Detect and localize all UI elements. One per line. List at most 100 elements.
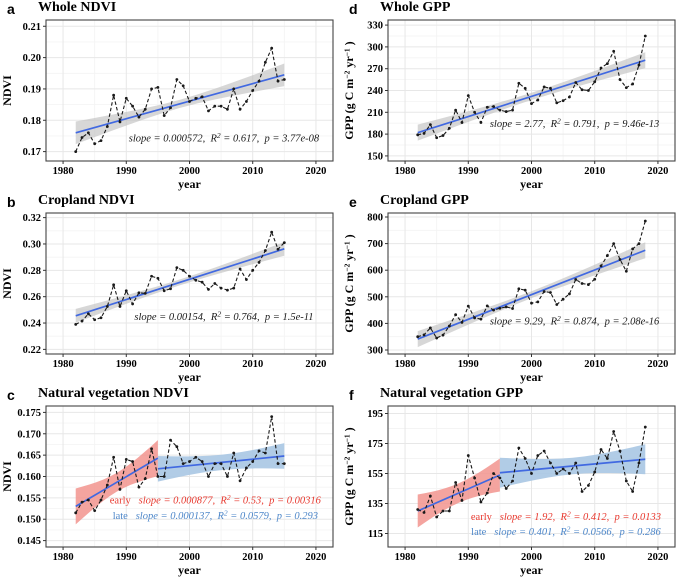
- panel-whole-gpp: d Whole GPP 1980 1990 2000 2010 2020 150 180 21…: [342, 0, 685, 193]
- svg-text:late slope = 0.401, R2 = 0.: late slope = 0.401, R2 = 0.0566, p = 0.2…: [471, 525, 661, 539]
- svg-text:115: 115: [368, 529, 383, 540]
- svg-text:year: year: [178, 177, 201, 191]
- svg-text:year: year: [520, 177, 543, 191]
- svg-text:0.18: 0.18: [23, 116, 41, 127]
- svg-text:2000: 2000: [521, 166, 542, 177]
- svg-text:slope = 9.29, R2 = 0.874, p: slope = 9.29, R2 = 0.874, p = 2.08e-16: [490, 314, 660, 328]
- svg-text:2020: 2020: [647, 359, 668, 370]
- svg-text:150: 150: [367, 151, 383, 162]
- natural-vegetation-gpp-chart: 1980 1990 2000 2010 2020 115 135 155 175 195 year G…: [342, 405, 676, 577]
- panel-letter: a: [7, 1, 15, 17]
- svg-text:1990: 1990: [458, 359, 479, 370]
- svg-text:slope = 0.00154, R2 = 0.764,: slope = 0.00154, R2 = 0.764, p = 1.5e-11: [134, 310, 313, 324]
- svg-text:0.150: 0.150: [17, 515, 41, 526]
- whole-ndvi-chart: 1980 1990 2000 2010 2020 0.17 0.18 0.19 0.20 0.21…: [0, 19, 334, 191]
- svg-text:1990: 1990: [116, 166, 137, 177]
- svg-text:0.21: 0.21: [23, 22, 41, 33]
- svg-text:330: 330: [367, 21, 383, 32]
- svg-text:1980: 1980: [53, 359, 74, 370]
- cropland-gpp-chart: 1980 1990 2000 2010 2020 300 400 500 600 700 800 ye…: [342, 212, 676, 384]
- svg-text:1980: 1980: [53, 552, 74, 563]
- svg-text:0.30: 0.30: [23, 239, 41, 250]
- svg-text:2020: 2020: [647, 166, 668, 177]
- svg-text:175: 175: [367, 439, 383, 450]
- svg-text:slope = 0.000572, R2 = 0.617,: slope = 0.000572, R2 = 0.617, p = 3.77e-…: [129, 131, 320, 145]
- svg-text:155: 155: [367, 469, 383, 480]
- natural-vegetation-ndvi-chart: 1980 1990 2000 2010 2020 0.145 0.150 0.155 0.160…: [0, 405, 334, 577]
- svg-text:135: 135: [367, 499, 383, 510]
- svg-text:late slope = 0.000137, R2 =: late slope = 0.000137, R2 = 0.0579, p = …: [113, 508, 318, 522]
- svg-text:2010: 2010: [242, 552, 263, 563]
- svg-text:year: year: [178, 563, 201, 577]
- panel-natural-vegetation-ndvi: c Natural vegetation NDVI 1980 1990 2000 20…: [0, 386, 342, 578]
- panel-title: Natural vegetation GPP: [380, 386, 524, 401]
- svg-text:300: 300: [367, 346, 383, 357]
- svg-text:2010: 2010: [584, 166, 605, 177]
- panel-letter: c: [7, 387, 15, 403]
- svg-text:1980: 1980: [395, 552, 416, 563]
- svg-text:2020: 2020: [305, 552, 326, 563]
- svg-text:0.165: 0.165: [17, 451, 41, 462]
- cropland-ndvi-chart: 1980 1990 2000 2010 2020 0.22 0.24 0.26 0.28 0.30…: [0, 212, 334, 384]
- svg-text:2010: 2010: [242, 166, 263, 177]
- svg-text:2020: 2020: [305, 359, 326, 370]
- panel-natural-vegetation-gpp: f Natural vegetation GPP 1980 1990 2000 201…: [342, 386, 685, 578]
- svg-text:270: 270: [367, 64, 383, 75]
- svg-text:1990: 1990: [458, 166, 479, 177]
- svg-text:early slope = 1.92, R2 = 0.: early slope = 1.92, R2 = 0.412, p = 0.01…: [471, 510, 661, 524]
- svg-text:2010: 2010: [242, 359, 263, 370]
- svg-text:400: 400: [367, 319, 383, 330]
- svg-text:0.175: 0.175: [17, 408, 41, 419]
- svg-text:240: 240: [367, 86, 383, 97]
- svg-text:600: 600: [367, 266, 383, 277]
- svg-text:year: year: [520, 563, 543, 577]
- svg-text:0.17: 0.17: [23, 147, 41, 158]
- svg-text:2010: 2010: [584, 552, 605, 563]
- svg-text:early slope = 0.000877, R2: early slope = 0.000877, R2 = 0.53, p = 0…: [110, 493, 322, 507]
- svg-text:2000: 2000: [521, 359, 542, 370]
- panel-cropland-gpp: e Cropland GPP 1980 1990 2000 2010 2020 300 40…: [342, 193, 685, 386]
- svg-text:0.28: 0.28: [23, 266, 41, 277]
- svg-text:0.170: 0.170: [17, 429, 41, 440]
- svg-text:210: 210: [367, 108, 383, 119]
- svg-text:GPP (g C m−2 yr−1 ): GPP (g C m−2 yr−1 ): [342, 234, 356, 332]
- svg-text:800: 800: [367, 212, 383, 223]
- svg-text:1980: 1980: [395, 166, 416, 177]
- panel-letter: e: [349, 194, 357, 210]
- svg-text:300: 300: [367, 42, 383, 53]
- svg-text:1990: 1990: [116, 552, 137, 563]
- svg-text:700: 700: [367, 239, 383, 250]
- panel-title: Whole GPP: [380, 0, 451, 15]
- panel-title: Cropland GPP: [380, 193, 469, 208]
- svg-text:2000: 2000: [179, 166, 200, 177]
- svg-text:195: 195: [367, 409, 383, 420]
- panel-whole-ndvi: a Whole NDVI 1980 1990 2000 2010 2020 0.17 0.1…: [0, 0, 342, 193]
- svg-text:year: year: [178, 370, 201, 384]
- svg-text:500: 500: [367, 292, 383, 303]
- svg-text:0.32: 0.32: [23, 213, 41, 224]
- svg-text:180: 180: [367, 130, 383, 141]
- panel-letter: b: [7, 194, 16, 210]
- svg-text:NDVI: NDVI: [0, 75, 14, 106]
- svg-text:2020: 2020: [305, 166, 326, 177]
- panel-cropland-ndvi: b Cropland NDVI 1980 1990 2000 2010 2020 0.22…: [0, 193, 342, 386]
- svg-text:0.145: 0.145: [17, 536, 41, 547]
- svg-text:1980: 1980: [395, 359, 416, 370]
- svg-text:2000: 2000: [179, 552, 200, 563]
- svg-text:0.24: 0.24: [23, 319, 42, 330]
- svg-text:0.160: 0.160: [17, 472, 41, 483]
- panel-title: Whole NDVI: [38, 0, 117, 15]
- svg-text:GPP (g C m−2 yr−1 ): GPP (g C m−2 yr−1 ): [342, 41, 356, 139]
- whole-gpp-chart: 1980 1990 2000 2010 2020 150 180 210 240 270 300 33…: [342, 19, 676, 191]
- panel-title: Cropland NDVI: [38, 193, 135, 208]
- svg-text:year: year: [520, 370, 543, 384]
- panel-title: Natural vegetation NDVI: [38, 386, 189, 401]
- svg-text:0.26: 0.26: [23, 292, 41, 303]
- svg-text:2000: 2000: [179, 359, 200, 370]
- panel-letter: d: [349, 1, 358, 17]
- svg-text:2010: 2010: [584, 359, 605, 370]
- svg-text:GPP (g C m−2 yr−1 ): GPP (g C m−2 yr−1 ): [342, 427, 356, 525]
- svg-text:NDVI: NDVI: [0, 461, 14, 492]
- svg-text:0.20: 0.20: [23, 53, 41, 64]
